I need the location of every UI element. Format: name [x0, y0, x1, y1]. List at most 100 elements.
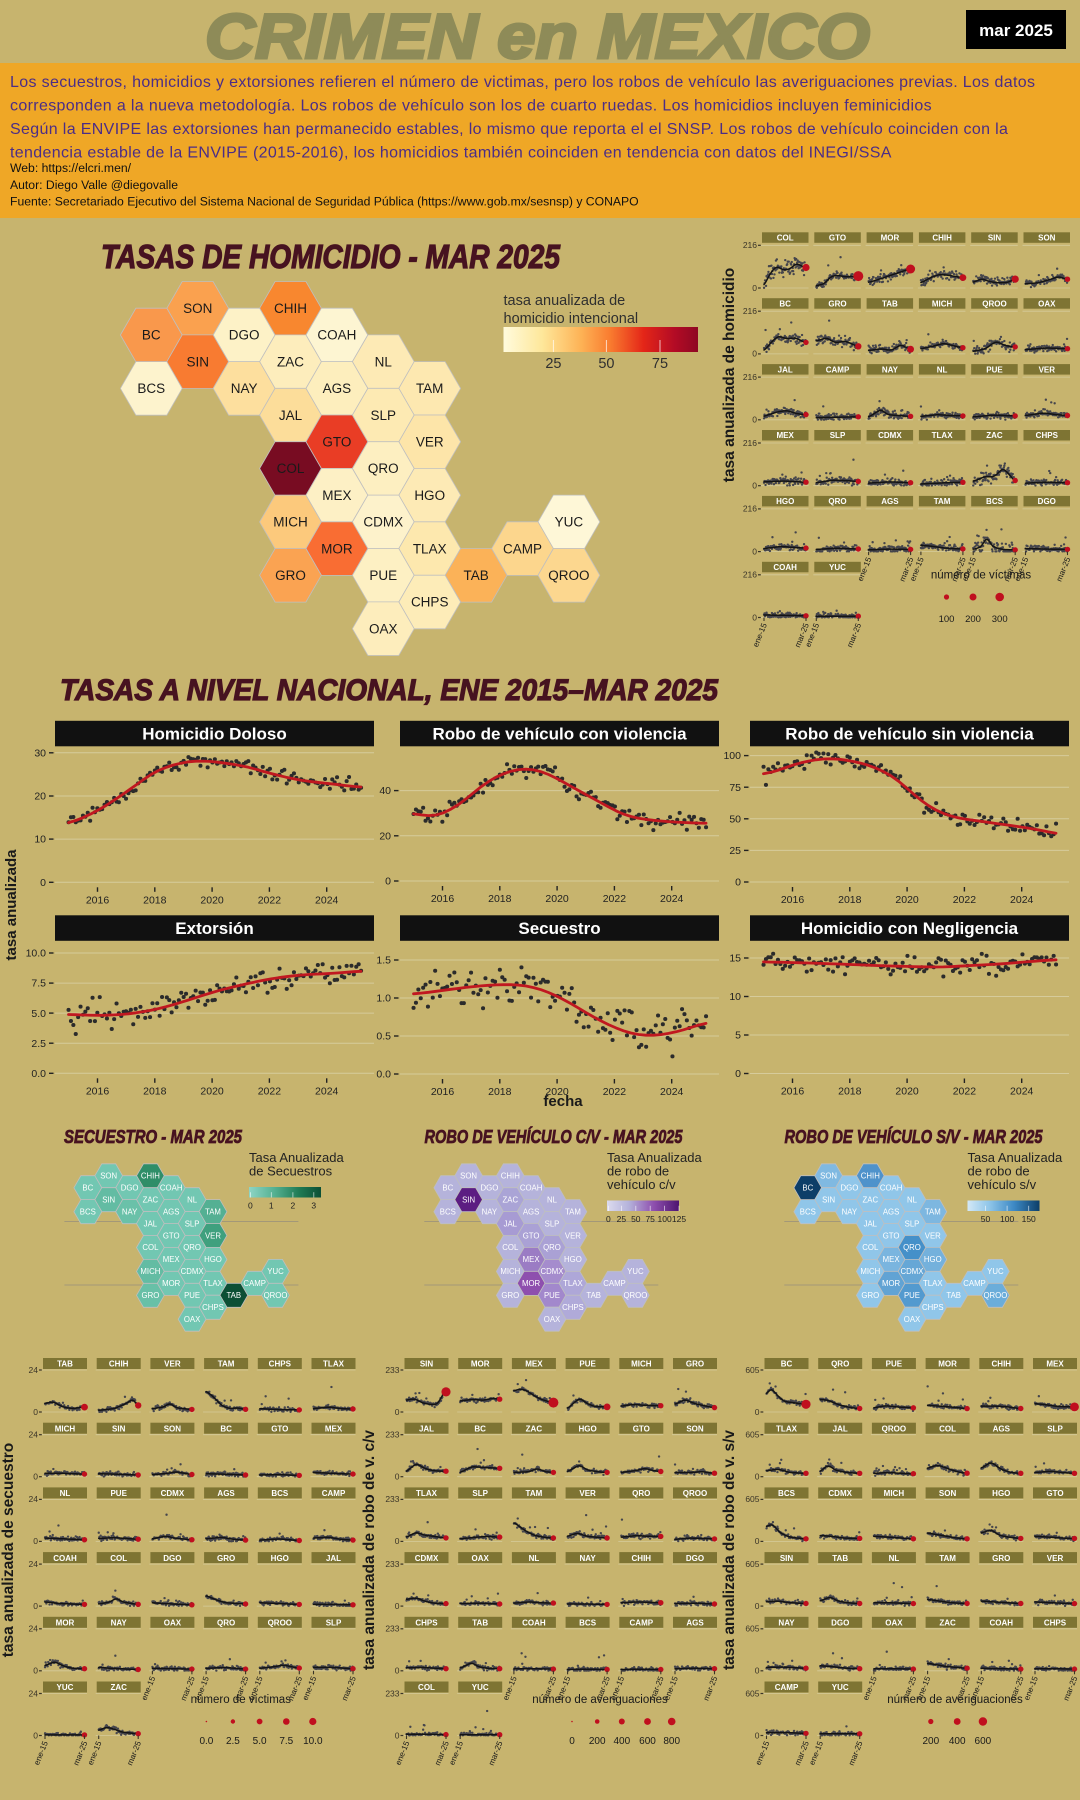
svg-text:número de víctimas: número de víctimas	[931, 570, 1032, 582]
svg-text:Robo de vehículo con violencia: Robo de vehículo con violencia	[432, 724, 687, 743]
svg-text:10: 10	[729, 991, 741, 1003]
svg-text:QRO: QRO	[632, 1489, 650, 1498]
svg-text:NAY: NAY	[122, 1207, 138, 1216]
svg-text:5: 5	[735, 1030, 741, 1042]
svg-text:0: 0	[735, 1068, 741, 1080]
svg-text:CAMP: CAMP	[630, 1619, 654, 1628]
svg-text:2022: 2022	[953, 894, 977, 906]
svg-text:HGO: HGO	[992, 1489, 1010, 1498]
svg-text:YUC: YUC	[829, 563, 846, 572]
svg-text:TAM: TAM	[526, 1489, 543, 1498]
svg-text:tasa anualizada de homicidio: tasa anualizada de homicidio	[721, 268, 738, 482]
svg-text:2024: 2024	[1010, 1086, 1034, 1098]
svg-text:MICH: MICH	[860, 1267, 880, 1276]
svg-text:233: 233	[385, 1494, 399, 1504]
svg-text:BC: BC	[781, 1360, 793, 1369]
svg-text:605: 605	[745, 1494, 759, 1504]
svg-text:MEX: MEX	[322, 488, 351, 503]
svg-text:PUE: PUE	[369, 568, 397, 583]
svg-text:Los secuestros, homicidios y e: Los secuestros, homicidios y extorsiones…	[10, 74, 1035, 91]
svg-text:DGO: DGO	[841, 1184, 859, 1193]
svg-text:2022: 2022	[603, 893, 627, 905]
svg-text:CHPS: CHPS	[269, 1360, 292, 1369]
svg-text:JAL: JAL	[144, 1219, 158, 1228]
svg-text:MICH: MICH	[884, 1489, 905, 1498]
svg-text:COAH: COAH	[160, 1184, 183, 1193]
svg-text:OAX: OAX	[885, 1619, 903, 1628]
svg-text:0: 0	[395, 1407, 400, 1417]
svg-text:2022: 2022	[603, 1086, 627, 1098]
svg-text:NL: NL	[187, 1195, 198, 1204]
svg-text:150: 150	[1022, 1214, 1036, 1224]
svg-text:CAMP: CAMP	[243, 1279, 266, 1288]
svg-text:QRO: QRO	[217, 1619, 235, 1628]
svg-text:PUE: PUE	[110, 1489, 127, 1498]
svg-text:MOR: MOR	[882, 1279, 901, 1288]
svg-text:COAH: COAH	[990, 1619, 1014, 1628]
svg-text:COL: COL	[418, 1683, 435, 1692]
svg-text:TAB: TAB	[946, 1291, 961, 1300]
svg-text:DGO: DGO	[229, 328, 260, 343]
svg-text:2018: 2018	[488, 1086, 512, 1098]
svg-text:CDMX: CDMX	[181, 1267, 205, 1276]
svg-text:QROO: QROO	[623, 1291, 647, 1300]
svg-text:DGO: DGO	[1038, 497, 1056, 506]
svg-text:BC: BC	[220, 1424, 232, 1433]
svg-text:50: 50	[729, 813, 741, 825]
svg-text:0: 0	[755, 1666, 760, 1676]
svg-text:0: 0	[606, 1214, 611, 1224]
svg-text:GRO: GRO	[217, 1554, 235, 1563]
svg-text:tasa anualizada de robo de v.: tasa anualizada de robo de v. s/v	[721, 1430, 738, 1670]
svg-text:2024: 2024	[660, 1086, 684, 1098]
svg-text:233: 233	[385, 1624, 399, 1634]
svg-text:MICH: MICH	[273, 515, 308, 530]
svg-text:QRO: QRO	[903, 1243, 921, 1252]
svg-text:vehículo c/v: vehículo c/v	[607, 1177, 676, 1192]
svg-text:AGS: AGS	[881, 497, 899, 506]
svg-text:PUE: PUE	[886, 1360, 903, 1369]
svg-text:50: 50	[631, 1214, 641, 1224]
svg-text:2018: 2018	[488, 893, 512, 905]
svg-text:400: 400	[949, 1736, 966, 1747]
svg-text:SLP: SLP	[472, 1489, 488, 1498]
svg-text:BCS: BCS	[137, 381, 165, 396]
svg-text:GRO: GRO	[501, 1291, 519, 1300]
svg-text:AGS: AGS	[883, 1207, 899, 1216]
svg-text:CAMP: CAMP	[826, 365, 850, 374]
svg-text:GTO: GTO	[523, 1231, 540, 1240]
svg-text:TASAS A NIVEL NACIONAL, ENE 20: TASAS A NIVEL NACIONAL, ENE 2015–MAR 202…	[60, 674, 719, 707]
svg-text:SIN: SIN	[988, 234, 1002, 243]
svg-text:JAL: JAL	[419, 1424, 434, 1433]
svg-text:QROO: QROO	[982, 299, 1006, 308]
svg-text:SON: SON	[164, 1424, 182, 1433]
svg-text:HGO: HGO	[414, 488, 445, 503]
svg-text:MEX: MEX	[525, 1360, 543, 1369]
svg-text:5.0: 5.0	[31, 1008, 46, 1020]
svg-text:100: 100	[723, 750, 741, 762]
svg-text:GTO: GTO	[163, 1231, 180, 1240]
svg-text:0: 0	[569, 1736, 575, 1747]
svg-text:GTO: GTO	[633, 1424, 650, 1433]
svg-text:0: 0	[752, 283, 757, 293]
svg-text:AGS: AGS	[217, 1489, 235, 1498]
svg-text:2016: 2016	[86, 894, 110, 906]
svg-text:SLP: SLP	[545, 1219, 560, 1228]
svg-text:VER: VER	[925, 1231, 941, 1240]
svg-text:2020: 2020	[200, 1085, 224, 1097]
svg-text:tasa anualizada: tasa anualizada	[3, 849, 20, 961]
svg-text:DGO: DGO	[481, 1184, 499, 1193]
svg-text:HGO: HGO	[271, 1554, 289, 1563]
svg-text:2016: 2016	[781, 1086, 805, 1098]
svg-text:2016: 2016	[431, 1086, 455, 1098]
svg-text:75: 75	[645, 1214, 655, 1224]
svg-text:TAM: TAM	[416, 381, 444, 396]
svg-text:5.0: 5.0	[253, 1736, 267, 1747]
svg-text:GTO: GTO	[322, 435, 351, 450]
svg-text:MOR: MOR	[471, 1360, 490, 1369]
svg-text:AGS: AGS	[323, 381, 352, 396]
svg-text:MICH: MICH	[55, 1424, 76, 1433]
svg-text:GRO: GRO	[142, 1291, 160, 1300]
svg-text:MEX: MEX	[1046, 1360, 1064, 1369]
svg-text:ZAC: ZAC	[277, 354, 304, 369]
svg-text:0: 0	[395, 1666, 400, 1676]
